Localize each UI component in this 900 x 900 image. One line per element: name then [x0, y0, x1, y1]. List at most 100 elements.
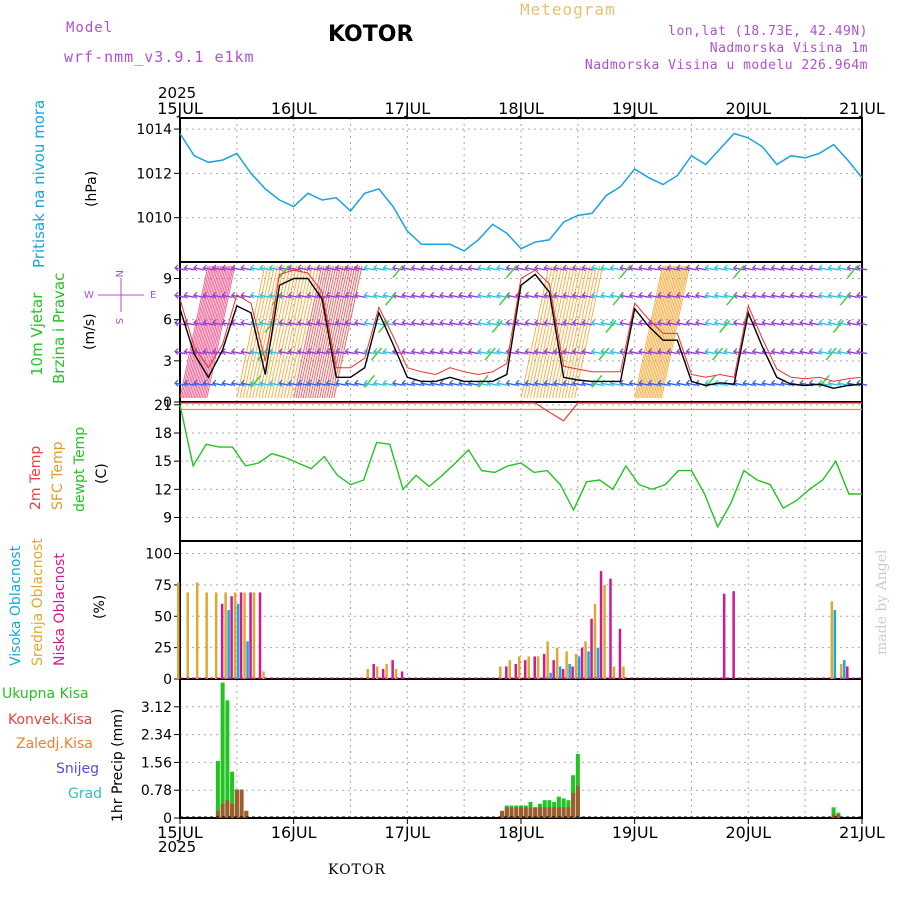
- wind-arrow: [591, 322, 602, 326]
- wind-arrow-head: [628, 379, 634, 387]
- cloud-bar-mid: [536, 656, 540, 679]
- wind-hatch: [305, 265, 334, 399]
- y-tick-label: 50: [154, 609, 172, 625]
- wind-arrow: [222, 294, 233, 299]
- wind-arrow-head: [780, 348, 785, 356]
- wind-arrow: [582, 267, 593, 271]
- wind-hatch: [634, 265, 664, 399]
- wind-arrow: [326, 294, 337, 299]
- wind-arrow-head: [543, 379, 548, 387]
- wind-arrow-head: [382, 264, 387, 272]
- wind-arrow: [307, 350, 318, 355]
- wind-hatch: [242, 265, 272, 399]
- precip-conv-bar: [244, 810, 249, 818]
- wind-arrow-head: [837, 291, 842, 299]
- wind-arrow: [572, 382, 583, 386]
- wind-hatch: [321, 265, 351, 399]
- wind-hatch: [533, 265, 563, 399]
- wind-arrow-head: [534, 291, 539, 299]
- wind-arrow: [203, 267, 214, 271]
- wind-arrow-diag: [257, 347, 269, 361]
- wind-arrow-head: [249, 264, 255, 272]
- wind-arrow-head: [714, 319, 719, 327]
- wind-arrow: [184, 294, 195, 299]
- wind-arrow: [316, 382, 328, 386]
- wind-arrow: [279, 350, 290, 355]
- wind-arrow-head: [789, 319, 795, 327]
- wind-arrow-head: [202, 379, 207, 387]
- wind-hatch: [536, 265, 566, 399]
- wind-arrow: [837, 350, 849, 355]
- wind-arrow: [591, 382, 602, 386]
- wind-arrow-head: [202, 319, 207, 327]
- wind-arrow: [629, 350, 640, 355]
- wind-arrow-head: [600, 264, 605, 272]
- precip-total-bar: [230, 771, 235, 818]
- wind-arrow-head: [657, 319, 662, 327]
- wind-arrow: [241, 350, 252, 355]
- wind-arrow-head: [808, 348, 814, 356]
- wind-arrow: [364, 322, 375, 326]
- wind-arrow-head: [401, 291, 406, 299]
- wind-arrow: [544, 350, 555, 355]
- wind-hatch: [542, 265, 572, 399]
- wind-arrow: [487, 350, 498, 355]
- wind-arrow-head: [505, 264, 510, 272]
- wind-arrow-head: [780, 264, 785, 272]
- wind-arrow: [601, 294, 612, 299]
- wind-arrow-head: [789, 264, 795, 272]
- wind-arrow: [430, 382, 441, 386]
- cloud-bar-mid: [243, 592, 246, 679]
- wind-arrow: [260, 294, 271, 299]
- wind-arrow: [326, 382, 337, 386]
- wind-arrow-head: [392, 319, 397, 327]
- wind-arrow: [354, 322, 366, 326]
- wind-arrow-head: [695, 291, 700, 299]
- cloud-bar-low: [571, 666, 574, 679]
- wind-arrow: [667, 267, 678, 271]
- wind-arrow: [752, 322, 763, 326]
- wind-arrow-head: [221, 264, 226, 272]
- x-tick-label-bottom: 17JUL: [384, 823, 430, 842]
- wind-arrow-head: [553, 379, 558, 387]
- precip-conv-bar: [528, 807, 533, 818]
- wind-arrow: [288, 350, 299, 355]
- wind-arrow: [477, 294, 489, 299]
- cloud-bar-low: [239, 592, 243, 679]
- wind-arrow: [601, 382, 612, 386]
- wind-arrow-head: [335, 379, 340, 387]
- wind-arrow: [449, 267, 460, 271]
- wind-arrow-head: [685, 379, 690, 387]
- precip-frozen-label: Zaledj.Kisa: [16, 736, 93, 752]
- wind-arrow-head: [647, 264, 653, 272]
- cloud-bar-low: [514, 663, 518, 679]
- wind-arrow-head: [382, 348, 387, 356]
- wind-arrow-head: [704, 348, 709, 356]
- model-label: Model: [66, 20, 114, 36]
- wind-arrow-head: [306, 319, 312, 327]
- wind-arrow: [686, 294, 697, 299]
- cloud-bar-mid: [499, 666, 502, 679]
- wind-arrow: [525, 267, 536, 271]
- y-tick-label: 1014: [136, 122, 172, 138]
- wind-arrow: [421, 350, 432, 355]
- wind-arrow-head: [448, 379, 454, 387]
- cloud-bar-high: [236, 603, 240, 679]
- x-tick-label-bottom: 15JUL: [157, 823, 203, 842]
- y-tick-label: 9: [163, 271, 172, 287]
- year-bottom: 2025: [158, 838, 197, 856]
- precip-grad-label: Grad: [68, 786, 103, 802]
- wind-arrow-head: [571, 264, 577, 272]
- wind-arrow-head: [742, 264, 747, 272]
- wind-arrow-head: [733, 319, 738, 327]
- wind-arrow-head: [515, 319, 520, 327]
- t2m-line: [180, 402, 862, 422]
- wind-arrow: [752, 382, 763, 386]
- wind-arrow: [563, 350, 574, 355]
- wind-speed-line: [179, 273, 863, 390]
- wind-arrow-head: [382, 291, 387, 299]
- wind-arrow: [496, 350, 508, 355]
- wind-arrow: [459, 350, 470, 355]
- wind-arrow: [402, 267, 413, 271]
